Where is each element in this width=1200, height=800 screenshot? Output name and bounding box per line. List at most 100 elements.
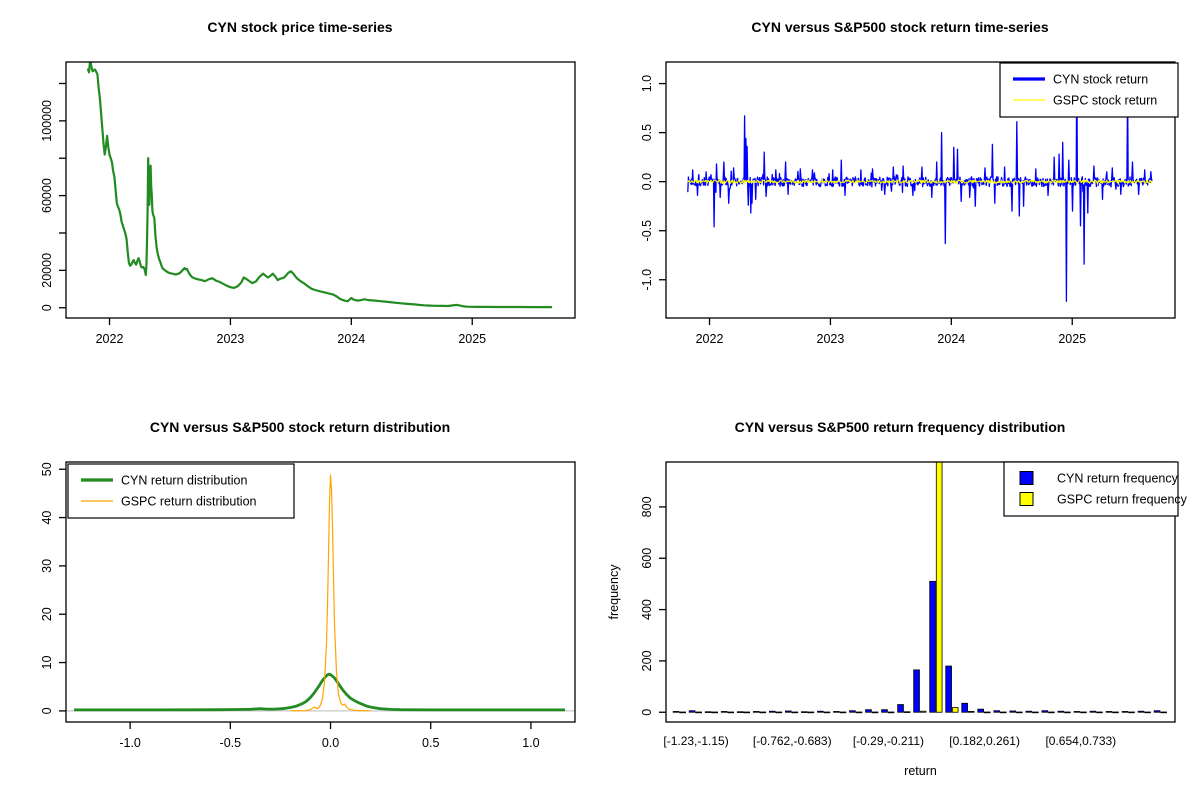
bar xyxy=(752,711,760,713)
returns-title: CYN versus S&P500 stock return time-seri… xyxy=(751,19,1049,35)
bar xyxy=(791,711,799,714)
y-tick-label: 800 xyxy=(640,496,654,517)
y-tick-label: 20000 xyxy=(40,253,54,288)
histogram-panel: CYN versus S&P500 return frequency distr… xyxy=(600,400,1200,800)
y-tick-label: -1.0 xyxy=(640,269,654,291)
bar xyxy=(775,711,783,714)
bar xyxy=(919,710,927,713)
price-title: CYN stock price time-series xyxy=(207,19,393,35)
bar xyxy=(983,711,991,714)
cyn-return-distribution-series xyxy=(74,672,565,712)
cyn-stock-price-series xyxy=(86,62,552,309)
bar xyxy=(1105,711,1113,713)
bar xyxy=(1000,711,1007,714)
bar xyxy=(961,702,968,713)
bar xyxy=(743,711,751,714)
y-tick-label: 30 xyxy=(40,559,54,573)
legend-label: GSPC return distribution xyxy=(121,495,257,509)
y-tick-label: 20 xyxy=(40,607,54,621)
y-tick-label: 10 xyxy=(40,656,54,670)
bar xyxy=(1073,711,1081,713)
bar xyxy=(768,710,776,713)
plot-box xyxy=(65,461,576,723)
bar xyxy=(897,704,904,713)
y-tick-label: 0.5 xyxy=(640,124,654,141)
bar xyxy=(817,710,824,713)
bin-label: [0.654,0.733) xyxy=(1045,734,1116,748)
bar xyxy=(903,711,911,713)
x-tick-label: 2025 xyxy=(458,332,486,346)
bar xyxy=(1144,711,1151,714)
bar xyxy=(865,709,872,713)
cyn-return-frequency-bars xyxy=(672,580,1161,713)
x-tick-label: 0.0 xyxy=(322,736,339,750)
histogram-title: CYN versus S&P500 return frequency distr… xyxy=(734,419,1066,435)
bar xyxy=(1041,710,1049,713)
y-tick-label: 40 xyxy=(40,511,54,525)
x-tick-label: 2024 xyxy=(937,332,965,346)
bar xyxy=(785,710,792,713)
y-tick-label: 400 xyxy=(640,599,654,620)
x-tick-label: -0.5 xyxy=(220,736,242,750)
plot-box xyxy=(665,61,1176,319)
density-legend: CYN return distribution GSPC return distr… xyxy=(67,463,295,519)
bar xyxy=(935,462,943,713)
bin-label: [0.182,0.261) xyxy=(949,734,1020,748)
x-tick-label: 1.0 xyxy=(522,736,539,750)
gspc-stock-return-series xyxy=(687,178,1153,185)
legend-label: CYN return frequency xyxy=(1057,472,1179,486)
x-tick-label: 2022 xyxy=(696,332,724,346)
bar xyxy=(887,711,895,714)
bar xyxy=(951,707,959,713)
density-chart: -1.0 -0.5 0.0 0.5 1.0 0 10 20 30 40 50 CYN return d… xyxy=(40,461,576,750)
price-plot-area xyxy=(86,62,552,309)
density-title: CYN versus S&P500 stock return distribut… xyxy=(149,419,451,435)
returns-chart: 2022 2023 2024 2025 -1.0 -0.5 0.0 0.5 1.0 CYN sto… xyxy=(640,61,1179,346)
bar xyxy=(1064,711,1071,714)
legend-label: CYN return distribution xyxy=(121,474,247,488)
gspc-return-frequency-bars xyxy=(679,462,1167,714)
bar xyxy=(823,711,831,714)
legend-label: GSPC return frequency xyxy=(1057,493,1188,507)
bar xyxy=(1057,710,1065,713)
bar xyxy=(736,711,744,713)
y-tick-label: 600 xyxy=(640,548,654,569)
y-tick-label: 200 xyxy=(640,650,654,671)
bar xyxy=(1121,711,1129,713)
legend-box xyxy=(67,463,295,519)
x-tick-label: 2022 xyxy=(96,332,124,346)
bin-label: [-1.23,-1.15) xyxy=(663,734,728,748)
bar xyxy=(881,709,888,713)
x-tick-label: 2024 xyxy=(337,332,365,346)
x-tick-label: 2025 xyxy=(1058,332,1086,346)
histogram-chart: [-1.23,-1.15) [-0.762,-0.683) [-0.29,-0.21… xyxy=(607,461,1188,778)
x-tick-label: 2023 xyxy=(217,332,245,346)
bar xyxy=(1080,711,1087,714)
bar xyxy=(1016,711,1023,714)
bar xyxy=(1048,711,1055,714)
bar xyxy=(945,665,952,713)
density-plot-area xyxy=(74,474,565,712)
bar xyxy=(833,711,840,713)
returns-panel: CYN versus S&P500 stock return time-seri… xyxy=(600,0,1200,400)
price-chart: 2022 2023 2024 2025 0 20000 60000 100000 xyxy=(40,61,576,346)
bar xyxy=(855,711,863,714)
returns-plot-area xyxy=(687,62,1153,302)
bar xyxy=(704,711,712,713)
legend-label: CYN stock return xyxy=(1053,73,1148,87)
y-axis-label: frequency xyxy=(607,564,621,620)
bar xyxy=(871,711,879,714)
bar xyxy=(1025,710,1033,713)
bar xyxy=(1153,710,1161,713)
y-tick-label: 50 xyxy=(40,462,54,476)
density-panel: CYN versus S&P500 stock return distribut… xyxy=(0,400,600,800)
bar xyxy=(801,711,808,713)
bar xyxy=(849,710,856,713)
bar xyxy=(759,711,767,714)
bar xyxy=(913,669,920,713)
y-tick-label: 0.0 xyxy=(640,173,654,190)
y-tick-label: -0.5 xyxy=(640,220,654,242)
bar xyxy=(1160,711,1167,714)
bar xyxy=(993,710,1001,713)
